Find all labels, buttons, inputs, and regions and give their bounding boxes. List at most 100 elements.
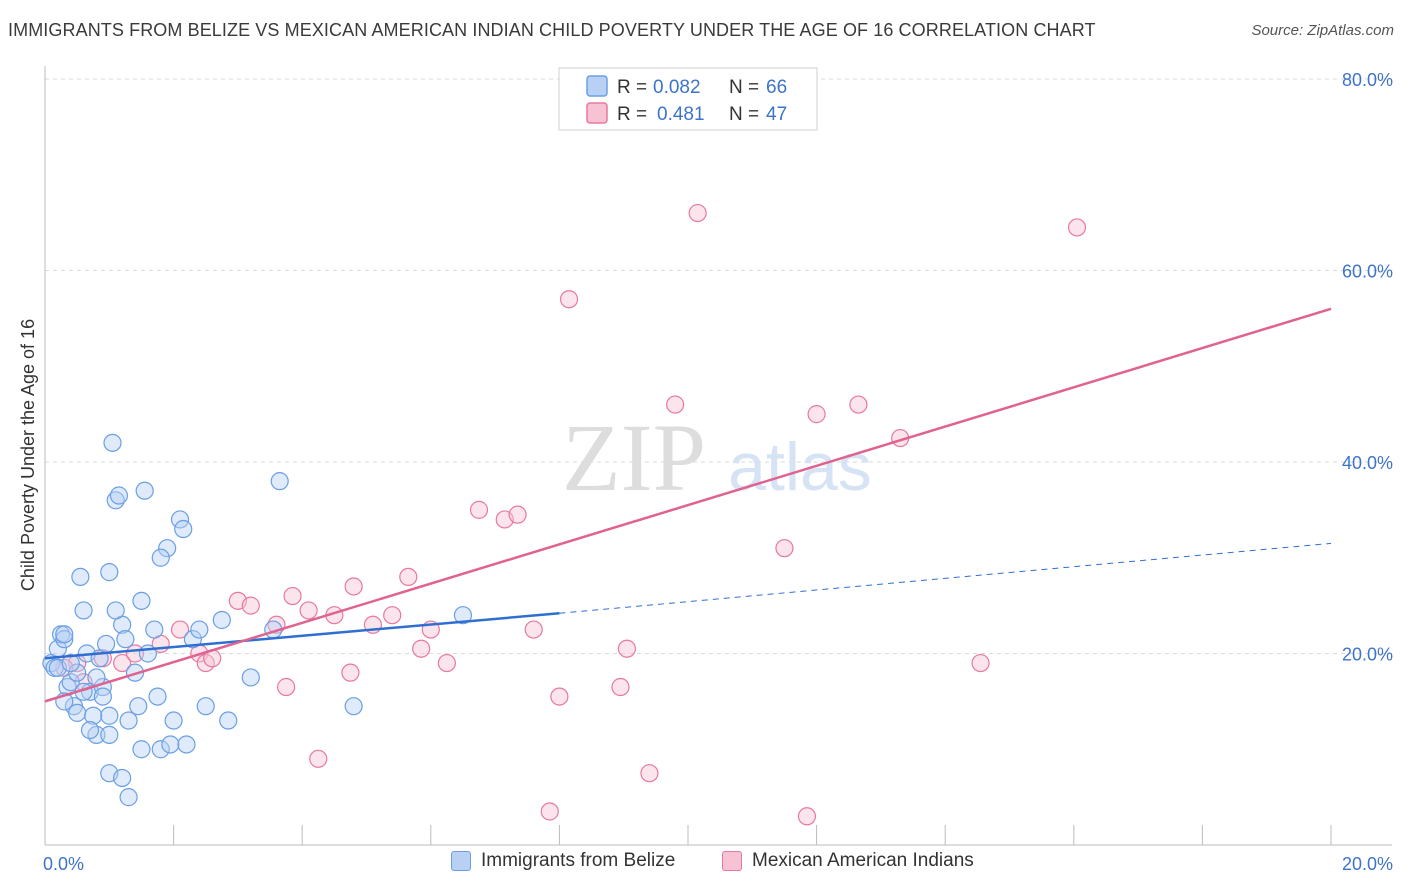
data-point (277, 677, 296, 697)
data-point (84, 706, 103, 725)
legend-label-mexican-american-indians: Mexican American Indians (752, 850, 974, 871)
y-tick-label: 20.0% (1342, 645, 1393, 665)
watermark-atlas: atlas (728, 429, 872, 505)
data-point (129, 697, 148, 716)
data-point (164, 711, 183, 730)
data-point (132, 591, 151, 610)
data-point (148, 687, 167, 706)
data-point (775, 539, 794, 558)
legend-item-mexican-american-indians[interactable]: Mexican American Indians (722, 850, 974, 872)
data-point (183, 630, 202, 649)
trend-lines (44, 307, 1332, 703)
data-point (177, 735, 196, 754)
stats-r-value-pink: 0.481 (657, 104, 705, 125)
data-point (524, 620, 543, 639)
data-point (688, 203, 707, 223)
y-tick-label: 80.0% (1342, 70, 1393, 90)
data-point (151, 740, 170, 759)
data-point (309, 749, 328, 768)
data-point (119, 711, 138, 730)
data-point (103, 433, 122, 452)
data-point (119, 788, 138, 807)
stats-n-label-blue: N = (729, 77, 759, 98)
x-tick-label: 20.0% (1342, 854, 1393, 874)
legend-swatch-pink (722, 851, 742, 871)
data-point (383, 606, 402, 625)
series-immigrants-from-belize (42, 433, 473, 807)
source-label: Source: ZipAtlas.com (1251, 22, 1394, 39)
data-point (170, 510, 190, 529)
stats-legend: R = 0.082 N = 66 R = 0.481 N = 47 (558, 67, 818, 131)
data-point (797, 807, 817, 826)
stats-r-value-blue: 0.082 (653, 77, 701, 98)
data-point (170, 620, 190, 639)
data-point (341, 663, 360, 682)
data-point (219, 711, 238, 730)
stats-n-value-blue: 66 (766, 77, 787, 98)
trend-line-belize-extension (559, 542, 1332, 614)
data-point (190, 620, 209, 639)
data-point (151, 548, 170, 567)
trend-line-belize (44, 612, 560, 660)
data-point (71, 567, 90, 587)
data-point (508, 505, 527, 524)
data-point (540, 802, 559, 821)
data-point (559, 290, 579, 309)
data-point (849, 395, 868, 414)
data-point (241, 668, 260, 687)
data-point (344, 697, 363, 716)
data-point (196, 697, 215, 716)
stats-n-value-pink: 47 (766, 104, 787, 125)
data-point (611, 677, 630, 697)
data-point (96, 634, 116, 654)
data-point (74, 601, 93, 620)
data-point (61, 673, 80, 692)
data-point (113, 653, 132, 673)
data-point (145, 620, 164, 639)
data-point (61, 653, 80, 673)
data-point (453, 606, 473, 625)
data-point (270, 472, 289, 491)
data-point (100, 725, 119, 744)
data-point (55, 630, 74, 649)
stats-r-label-blue: R = (617, 77, 647, 98)
data-point (550, 687, 569, 706)
chart-title: IMMIGRANTS FROM BELIZE VS MEXICAN AMERIC… (8, 20, 1096, 40)
stats-legend-swatch-blue (586, 75, 608, 97)
legend-label-belize: Immigrants from Belize (481, 850, 676, 871)
data-point (807, 405, 826, 424)
data-point (132, 740, 151, 759)
legend-swatch-blue (451, 851, 471, 871)
series-legend: Immigrants from Belize Mexican American … (0, 850, 1406, 880)
y-tick-label: 40.0% (1342, 453, 1393, 473)
data-point (106, 601, 125, 620)
watermark-zip: ZIP (562, 404, 706, 511)
data-point (437, 653, 456, 673)
data-point (158, 539, 177, 558)
grid-lines (45, 78, 1392, 654)
x-tick-label: 0.0% (43, 854, 84, 874)
trend-line-mexican-american-indians (44, 307, 1332, 703)
axes (44, 66, 1392, 846)
data-point (55, 625, 74, 644)
data-point (617, 639, 637, 658)
y-tick-labels: 20.0% 40.0% 60.0% 80.0% (1342, 70, 1393, 665)
data-point (161, 735, 180, 754)
legend-item-belize[interactable]: Immigrants from Belize (451, 850, 675, 872)
data-point (344, 577, 363, 596)
stats-r-label-pink: R = (617, 104, 647, 125)
data-point (412, 639, 431, 658)
data-point (68, 663, 87, 682)
data-point (109, 486, 129, 505)
data-point (212, 610, 231, 630)
data-point (80, 720, 100, 740)
stats-legend-swatch-pink (586, 102, 608, 124)
data-point (100, 563, 119, 582)
data-point (299, 601, 318, 620)
data-point (100, 706, 119, 725)
data-point (93, 687, 112, 706)
data-point (174, 519, 193, 539)
data-point (113, 768, 132, 788)
data-point (241, 596, 260, 615)
